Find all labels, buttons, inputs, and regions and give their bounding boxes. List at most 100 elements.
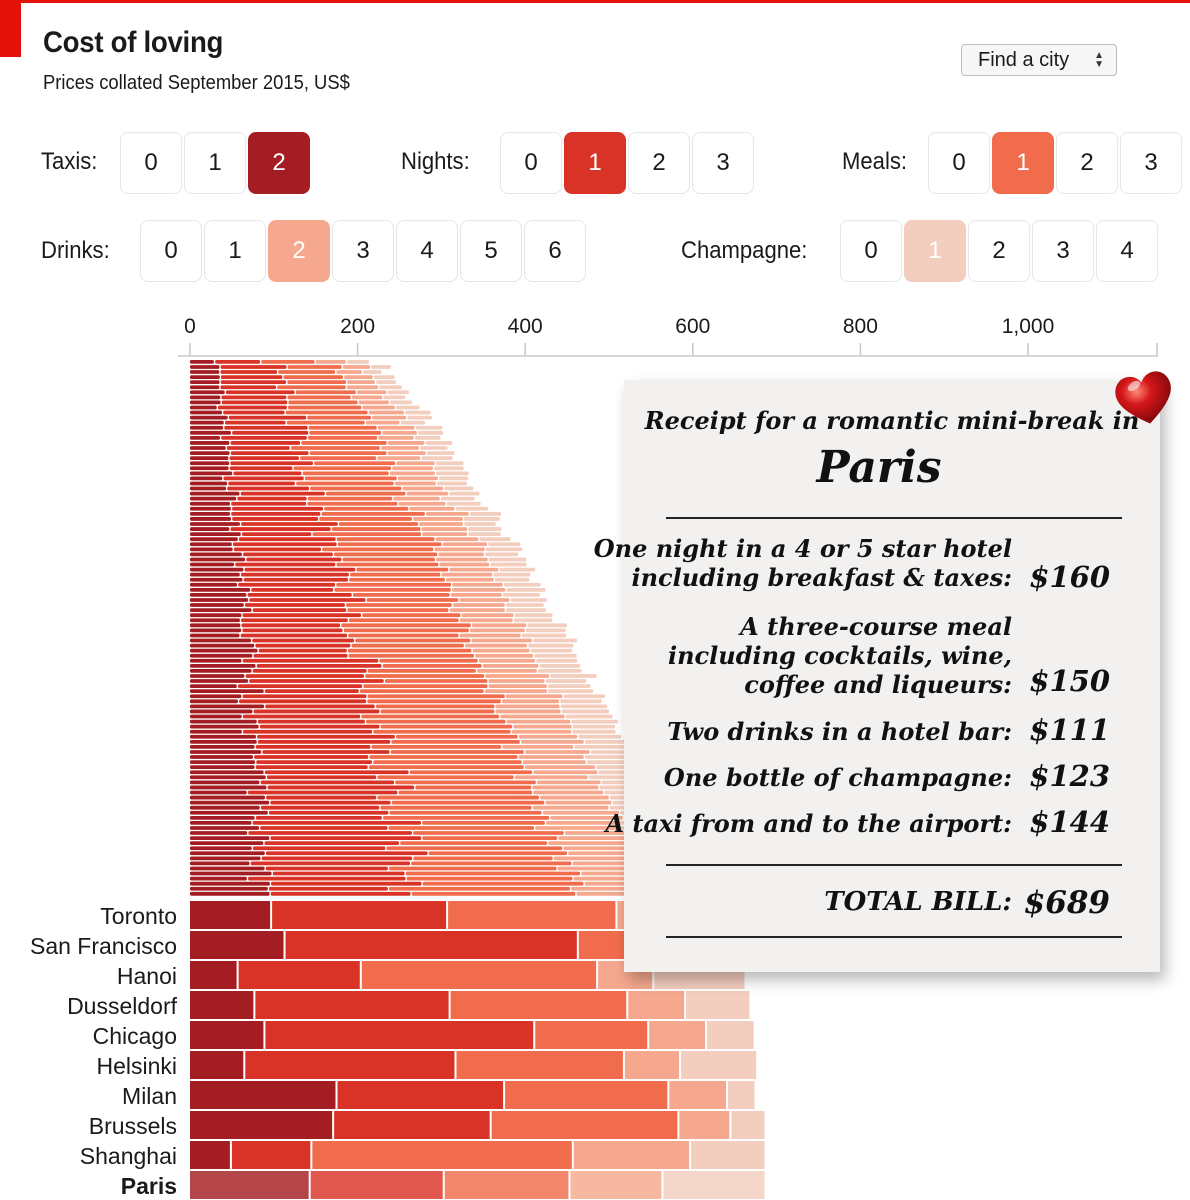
background-bar-segment bbox=[322, 547, 434, 552]
page-subtitle: Prices collated September 2015, US$ bbox=[43, 72, 350, 94]
background-bar-segment bbox=[384, 679, 488, 683]
background-bar-segment bbox=[502, 593, 540, 597]
background-bar-segment bbox=[190, 694, 242, 699]
background-bar-segment bbox=[249, 679, 384, 683]
meals-option-0[interactable]: 0 bbox=[928, 132, 990, 194]
background-bar-segment bbox=[391, 739, 520, 744]
background-bar-segment bbox=[382, 430, 417, 435]
bar-segment-champagne bbox=[707, 1021, 754, 1049]
drinks-option-6[interactable]: 6 bbox=[524, 220, 586, 282]
background-bar-segment bbox=[190, 557, 246, 562]
background-bar-segment bbox=[287, 395, 351, 400]
background-bar-segment bbox=[190, 831, 248, 835]
background-bar-segment bbox=[449, 491, 480, 496]
receipt-divider-bottom bbox=[666, 936, 1122, 938]
background-bar-segment bbox=[400, 841, 548, 846]
background-bar-segment bbox=[190, 587, 251, 592]
taxis-option-1[interactable]: 1 bbox=[184, 132, 246, 194]
background-bar-segment bbox=[390, 750, 524, 754]
nights-option-0[interactable]: 0 bbox=[500, 132, 562, 194]
taxis-label: Taxis: bbox=[41, 148, 98, 175]
background-bar-segment bbox=[235, 562, 336, 567]
background-bar-segment bbox=[387, 451, 426, 455]
background-bar-segment bbox=[334, 552, 438, 557]
background-bar-segment bbox=[444, 486, 474, 491]
taxis-option-0[interactable]: 0 bbox=[120, 132, 182, 194]
background-bar-segment bbox=[468, 527, 502, 531]
background-bar-segment bbox=[393, 496, 440, 501]
background-bar-segment bbox=[465, 643, 528, 648]
background-bar-segment bbox=[503, 582, 541, 587]
meals-option-3[interactable]: 3 bbox=[1120, 132, 1182, 194]
receipt-item-text: One bottle of champagne: bbox=[664, 763, 1012, 792]
background-bar-segment bbox=[241, 532, 312, 537]
background-bar-segment bbox=[190, 724, 259, 729]
background-bar-segment bbox=[278, 370, 336, 374]
background-bar-segment bbox=[475, 653, 534, 658]
champagne-option-3[interactable]: 3 bbox=[1032, 220, 1094, 282]
meals-option-2[interactable]: 2 bbox=[1056, 132, 1118, 194]
bar-segment-champagne bbox=[727, 1081, 755, 1109]
background-bar-segment bbox=[230, 527, 331, 531]
champagne-option-4[interactable]: 4 bbox=[1096, 220, 1158, 282]
drinks-option-0[interactable]: 0 bbox=[140, 220, 202, 282]
receipt-item-price: $123 bbox=[1029, 759, 1110, 793]
background-bar-segment bbox=[395, 780, 536, 785]
city-select[interactable]: Find a city ▲ ▼ bbox=[961, 44, 1117, 76]
background-bar-segment bbox=[558, 836, 633, 840]
background-bar-segment bbox=[459, 598, 510, 602]
select-arrows-icon: ▲ ▼ bbox=[1094, 50, 1104, 70]
bar-segment-nights bbox=[337, 1081, 504, 1109]
background-bar-segment bbox=[252, 638, 355, 643]
background-bar-segment bbox=[406, 491, 449, 496]
background-bar-segment bbox=[190, 577, 243, 582]
background-bar-segment bbox=[190, 360, 214, 364]
background-bar-segment bbox=[190, 527, 230, 531]
background-bar-segment bbox=[223, 476, 304, 481]
background-bar-segment bbox=[548, 689, 594, 694]
background-bar-segment bbox=[390, 400, 413, 405]
x-axis: 0 200 400 600 800 1,000 bbox=[178, 315, 1158, 357]
nights-option-2[interactable]: 2 bbox=[628, 132, 690, 194]
background-bar-segment bbox=[238, 582, 336, 587]
bar-segment-meals bbox=[448, 901, 616, 929]
champagne-option-0[interactable]: 0 bbox=[840, 220, 902, 282]
background-bar-segment bbox=[413, 856, 553, 861]
background-bar-segment bbox=[190, 765, 255, 770]
background-bar-segment bbox=[435, 537, 479, 542]
receipt-item-line: including breakfast & taxes: bbox=[631, 563, 1012, 592]
background-bar-segment bbox=[220, 365, 287, 369]
background-bar-segment bbox=[434, 466, 464, 471]
background-bar-segment bbox=[422, 836, 558, 840]
background-bar-segment bbox=[422, 821, 545, 825]
bar-segment-meals bbox=[535, 1021, 648, 1049]
background-bar-segment bbox=[190, 491, 240, 496]
nights-option-3[interactable]: 3 bbox=[692, 132, 754, 194]
drinks-option-3[interactable]: 3 bbox=[332, 220, 394, 282]
background-bar-segment bbox=[358, 400, 389, 405]
drinks-option-4[interactable]: 4 bbox=[396, 220, 458, 282]
brand-tab bbox=[0, 0, 21, 57]
background-bar-segment bbox=[190, 511, 230, 516]
background-bar-segment bbox=[244, 567, 356, 572]
background-bar-segment bbox=[190, 891, 270, 896]
background-bar-segment bbox=[228, 481, 295, 486]
background-bar-segment bbox=[190, 714, 242, 719]
taxis-option-2[interactable]: 2 bbox=[248, 132, 310, 194]
background-bar-segment bbox=[495, 709, 561, 714]
champagne-option-2[interactable]: 2 bbox=[968, 220, 1030, 282]
background-bar-segment bbox=[190, 567, 244, 572]
drinks-option-1[interactable]: 1 bbox=[204, 220, 266, 282]
heart-icon bbox=[1115, 371, 1171, 424]
background-bar-segment bbox=[190, 836, 270, 840]
background-bar-segment bbox=[190, 805, 260, 810]
background-bar-segment bbox=[561, 709, 610, 714]
nights-option-1[interactable]: 1 bbox=[564, 132, 626, 194]
champagne-option-1[interactable]: 1 bbox=[904, 220, 966, 282]
meals-label: Meals: bbox=[842, 148, 908, 175]
background-bar-segment bbox=[288, 400, 358, 405]
meals-option-1[interactable]: 1 bbox=[992, 132, 1054, 194]
background-bar-segment bbox=[256, 760, 373, 764]
drinks-option-2[interactable]: 2 bbox=[268, 220, 330, 282]
drinks-option-5[interactable]: 5 bbox=[460, 220, 522, 282]
